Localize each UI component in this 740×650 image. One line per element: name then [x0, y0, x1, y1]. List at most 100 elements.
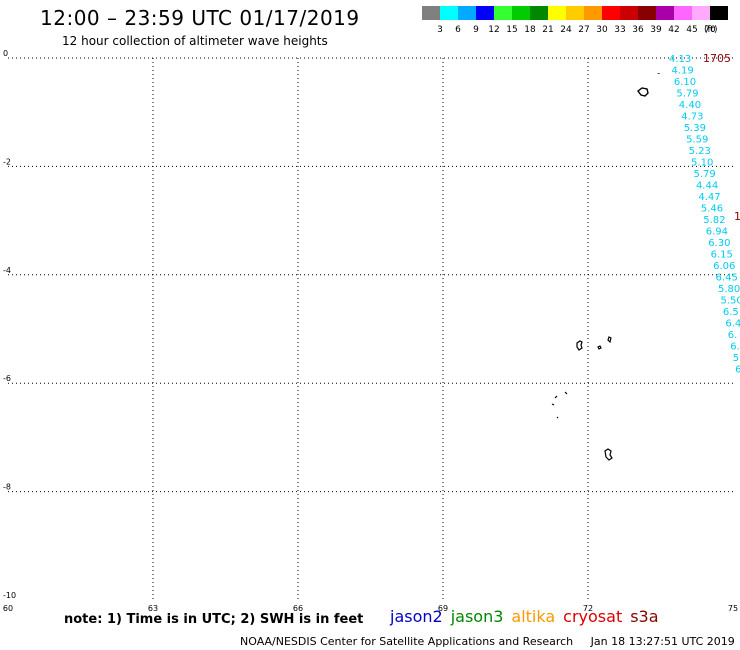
scale-label: 33 — [614, 25, 625, 35]
island-outline — [657, 73, 660, 74]
lat-tick-label: -4 — [3, 266, 11, 275]
scale-label: 70 — [704, 25, 716, 35]
scale-label: 30 — [596, 25, 608, 35]
island-outline — [607, 336, 612, 344]
track-wave-height-label: 5 — [733, 353, 739, 364]
satellite-legend: jason2 jason3 altika cryosat s3a — [390, 607, 667, 626]
track-time-label: 1705 — [703, 52, 731, 65]
color-swatch — [710, 6, 728, 20]
scale-label: 3 — [437, 25, 443, 35]
island-outline — [576, 340, 583, 351]
lon-tick-label: 75 — [728, 604, 738, 613]
island-outline — [597, 345, 602, 350]
track-wave-height-label: 5.79 — [676, 89, 698, 100]
island-outline — [637, 87, 649, 97]
color-swatch — [638, 6, 656, 20]
lat-tick-label: -6 — [3, 374, 11, 383]
track-wave-height-label: 6.5 — [723, 307, 739, 318]
scale-label: 18 — [524, 25, 536, 35]
map-title: 12:00 – 23:59 UTC 01/17/2019 — [40, 6, 360, 30]
color-swatch — [476, 6, 494, 20]
legend-s3a: s3a — [630, 607, 659, 626]
track-wave-height-label: 6.06 — [713, 261, 735, 272]
color-swatch — [530, 6, 548, 20]
scale-label: 27 — [578, 25, 589, 35]
island-outline — [604, 448, 613, 461]
axis-tick-labels: 60 63 66 69 72 75 0 -2 -4 -6 -8 -10 — [3, 49, 738, 613]
color-swatch — [512, 6, 530, 20]
track-wave-height-label: 4.47 — [698, 192, 720, 203]
color-swatch — [692, 6, 710, 20]
track-wave-height-label: 5.23 — [689, 146, 711, 157]
legend-altika: altika — [511, 607, 556, 626]
track-wave-height-label: 4.44 — [696, 181, 718, 192]
track-wave-height-label: 6.4 — [725, 319, 740, 330]
track-wave-height-label: 6. — [728, 330, 738, 341]
scale-label: 9 — [473, 25, 479, 35]
scale-label: 24 — [560, 25, 572, 35]
color-scale-legend: 3 6 9 12 15 18 21 24 27 30 33 36 39 42 45 70(ft) — [422, 6, 728, 35]
legend-cryosat: cryosat — [563, 607, 623, 626]
lat-tick-label: -10 — [3, 591, 16, 600]
scale-label: 39 — [650, 25, 662, 35]
track-wave-height-label: 5.80 — [718, 284, 740, 295]
legend-jason3: jason3 — [450, 607, 504, 626]
track-wave-height-label: 4.19 — [671, 66, 693, 77]
color-swatch — [440, 6, 458, 20]
footer: NOAA/NESDIS Center for Satellite Applica… — [240, 635, 735, 648]
lat-lon-grid — [8, 57, 733, 600]
color-swatch — [584, 6, 602, 20]
color-swatch — [674, 6, 692, 20]
lon-tick-label: 66 — [293, 604, 303, 613]
track-time-label: 1 — [734, 210, 740, 223]
track-wave-height-label: 4.40 — [679, 100, 701, 111]
track-wave-height-label: 4.73 — [681, 112, 703, 123]
lon-tick-label: 60 — [3, 604, 13, 613]
track-wave-height-label: 6.10 — [674, 77, 696, 88]
scale-label: 6 — [455, 25, 461, 35]
lon-tick-label: 72 — [583, 604, 593, 613]
island-outlines — [551, 73, 660, 461]
color-swatch — [566, 6, 584, 20]
track-wave-height-label: 6.30 — [708, 238, 730, 249]
color-swatch — [458, 6, 476, 20]
track-wave-height-label: 6. — [730, 342, 740, 353]
track-wave-height-label: 6 — [735, 365, 740, 376]
track-wave-height-label: 4.13 — [669, 54, 691, 65]
color-swatch — [494, 6, 512, 20]
track-wave-height-label: 5.82 — [703, 215, 725, 226]
units-note: note: 1) Time is in UTC; 2) SWH is in fe… — [64, 612, 364, 627]
scale-label: 21 — [542, 25, 553, 35]
track-wave-height-label: 5.46 — [701, 204, 723, 215]
altimeter-track: 4.134.196.105.794.404.735.395.595.235.10… — [669, 52, 740, 376]
track-wave-height-label: 5.10 — [691, 158, 713, 169]
lon-tick-label: 63 — [148, 604, 158, 613]
color-swatch — [620, 6, 638, 20]
track-wave-height-label: 6.15 — [711, 250, 733, 261]
track-wave-height-label: 5.79 — [694, 169, 716, 180]
color-swatch — [422, 6, 440, 20]
scale-label: 45 — [686, 25, 697, 35]
track-wave-height-label: 6.94 — [706, 227, 728, 238]
track-wave-height-label: 5.39 — [684, 123, 706, 134]
timestamp: Jan 18 13:27:51 UTC 2019 — [590, 635, 735, 648]
color-swatch — [602, 6, 620, 20]
scale-label: 12 — [488, 25, 499, 35]
track-wave-height-label: 5.59 — [686, 135, 708, 146]
scale-label: 36 — [632, 25, 644, 35]
scale-label: 15 — [506, 25, 517, 35]
island-outline — [551, 391, 568, 419]
scale-unit: (ft) — [704, 25, 718, 35]
map-subtitle: 12 hour collection of altimeter wave hei… — [62, 34, 328, 48]
track-wave-height-label: 5.50 — [720, 296, 740, 307]
lat-tick-label: -2 — [3, 157, 11, 166]
lat-tick-label: 0 — [3, 49, 8, 58]
legend-jason2: jason2 — [390, 607, 443, 626]
scale-label: 42 — [668, 25, 679, 35]
color-swatch — [656, 6, 674, 20]
color-swatch — [548, 6, 566, 20]
track-wave-height-label: 6.45 — [716, 273, 738, 284]
credit-text: NOAA/NESDIS Center for Satellite Applica… — [240, 635, 574, 648]
lon-tick-label: 69 — [438, 604, 448, 613]
